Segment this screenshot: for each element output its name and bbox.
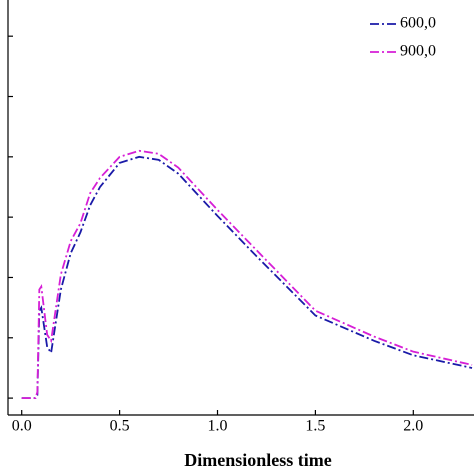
series-line [21, 149, 473, 400]
series-line [21, 155, 473, 400]
x-tick-label: 1.0 [208, 418, 228, 435]
x-tick-label: 0.5 [110, 418, 130, 435]
x-axis-label: Dimensionless time [184, 450, 332, 470]
x-tick-label: 2.0 [403, 418, 423, 435]
legend-label: 600,0 [400, 15, 436, 32]
x-tick-label: 1.5 [305, 418, 325, 435]
x-tick-label: 0.0 [12, 418, 32, 435]
legend-label: 900,0 [400, 43, 436, 60]
